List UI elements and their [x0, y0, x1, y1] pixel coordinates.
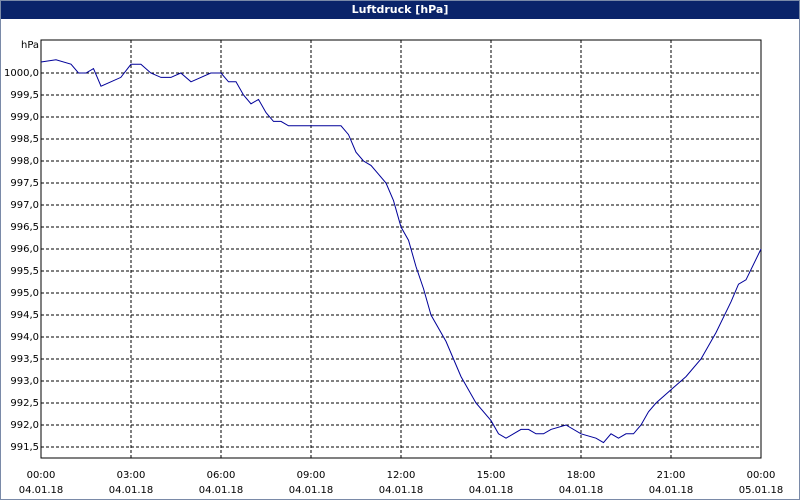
- line: [40, 59, 762, 444]
- y-tick-label: 996,5: [10, 222, 39, 233]
- y-tick-label: 993,5: [10, 354, 39, 365]
- y-tick-label: 998,5: [10, 134, 39, 145]
- y-tick-label: 995,5: [10, 266, 39, 277]
- y-tick-label: 999,5: [10, 90, 39, 101]
- y-tick-label: 998,0: [10, 156, 39, 167]
- x-tick-label: 03:00: [117, 470, 146, 481]
- x-tick-date: 04.01.18: [199, 485, 244, 496]
- x-tick-date: 04.01.18: [649, 485, 694, 496]
- y-tick-label: 991,5: [10, 442, 39, 453]
- y-tick-label: 992,5: [10, 398, 39, 409]
- y-tick-label: 996,0: [10, 244, 39, 255]
- y-tick-label: 994,0: [10, 332, 39, 343]
- x-tick-label: 15:00: [477, 470, 506, 481]
- y-tick-label: 995,0: [10, 288, 39, 299]
- x-tick-date: 04.01.18: [109, 485, 154, 496]
- x-tick-label: 18:00: [567, 470, 596, 481]
- y-tick-label: 997,5: [10, 178, 39, 189]
- x-tick-label: 00:00: [27, 470, 56, 481]
- title-bar: Luftdruck [hPa]: [1, 1, 799, 19]
- x-tick-date: 04.01.18: [559, 485, 604, 496]
- x-tick-label: 09:00: [297, 470, 326, 481]
- x-tick-label: 12:00: [387, 470, 416, 481]
- y-tick-label: 994,5: [10, 310, 39, 321]
- y-axis-label: hPa: [21, 40, 39, 51]
- x-tick-date: 04.01.18: [379, 485, 424, 496]
- y-tick-label: 997,0: [10, 200, 39, 211]
- y-tick-label: 993,0: [10, 376, 39, 387]
- x-tick-date: 05.01.18: [739, 485, 784, 496]
- y-tick-label: 999,0: [10, 112, 39, 123]
- y-tick-label: 1000,0: [4, 68, 39, 79]
- x-tick-date: 04.01.18: [19, 485, 64, 496]
- y-tick-label: 992,0: [10, 420, 39, 431]
- x-tick-label: 21:00: [657, 470, 686, 481]
- x-tick-label: 00:00: [747, 470, 776, 481]
- x-tick-date: 04.01.18: [289, 485, 334, 496]
- x-tick-date: 04.01.18: [469, 485, 514, 496]
- x-tick-label: 06:00: [207, 470, 236, 481]
